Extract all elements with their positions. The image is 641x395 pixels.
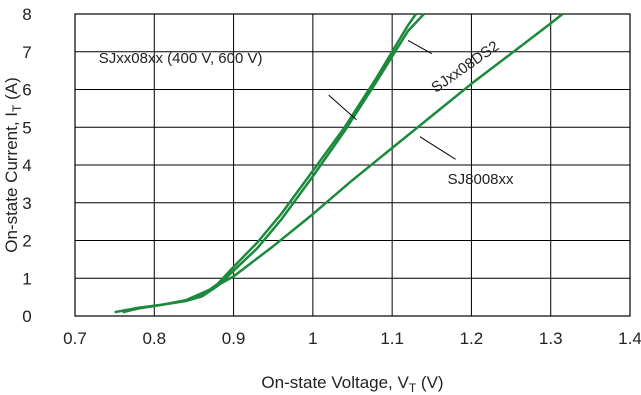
- series-lines: [114, 13, 564, 314]
- x-tick-label: 1.4: [618, 329, 641, 348]
- annotation-leader: [407, 39, 433, 55]
- x-axis-title: On-state Voltage, VT (V): [261, 373, 443, 395]
- y-tick-label: 0: [22, 307, 31, 326]
- y-tick-label: 6: [22, 81, 31, 100]
- y-tick-label: 5: [22, 118, 31, 137]
- annotation-leader: [328, 94, 357, 121]
- x-tick-label: 1: [308, 329, 317, 348]
- y-tick-label: 3: [22, 194, 31, 213]
- annotation-label: SJ8008xx: [448, 171, 514, 188]
- tick-labels: 0.7 0.8 0.9 1 1.1 1.2 1.3 1.4 0 1 2 3 4 5 6 7 8: [22, 5, 641, 348]
- x-tick-label: 1.1: [380, 329, 404, 348]
- x-tick-label: 0.8: [142, 329, 166, 348]
- x-tick-label: 0.7: [63, 329, 87, 348]
- y-tick-label: 1: [22, 269, 31, 288]
- x-tick-label: 1.3: [539, 329, 563, 348]
- y-axis-title: On-state Current, IT (A): [2, 77, 24, 253]
- y-tick-label: 8: [22, 5, 31, 24]
- annotation-label: SJxx08xx (400 V, 600 V): [99, 50, 263, 67]
- series-line-3: [122, 13, 564, 314]
- x-tick-label: 1.2: [460, 329, 484, 348]
- plot-frame: [74, 13, 631, 317]
- x-tick-label: 0.9: [222, 329, 246, 348]
- y-tick-label: 4: [22, 156, 31, 175]
- y-tick-label: 2: [22, 232, 31, 251]
- annotation-leader: [419, 136, 456, 160]
- y-tick-label: 7: [22, 43, 31, 62]
